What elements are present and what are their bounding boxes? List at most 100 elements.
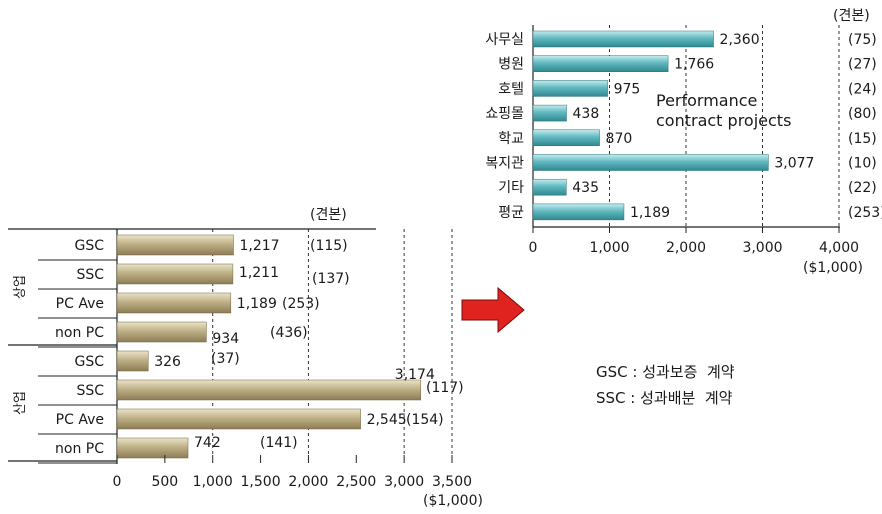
left-row-label: SSC	[76, 267, 104, 283]
left-bar-gsc-4	[116, 350, 149, 372]
right-category-label: 학교	[498, 131, 524, 147]
right-bar-cat-4	[532, 129, 600, 147]
left-x-tick-label: 3,000	[384, 474, 424, 490]
right-x-unit-label: ($1,000)	[803, 260, 863, 276]
left-row-label: non PC	[55, 325, 104, 341]
left-bar-pc-ave-2	[116, 292, 232, 314]
right-category-label: 기타	[498, 180, 524, 196]
right-bar-cat-1	[532, 55, 669, 72]
left-row-label: non PC	[55, 441, 104, 457]
left-value-label: 3,174	[395, 367, 435, 383]
right-sample-label: (24)	[848, 81, 877, 97]
left-row-label: PC Ave	[56, 412, 104, 428]
left-sample-label: (141)	[260, 435, 298, 451]
legend-gsc: GSC : 성과보증 계약	[596, 363, 735, 381]
left-bar-pc-ave-6	[116, 408, 361, 430]
right-arrow-icon	[461, 286, 525, 334]
left-x-unit-label: ($1,000)	[423, 493, 483, 509]
left-sample-label: (436)	[270, 325, 308, 341]
right-x-tick-label: 2,000	[666, 240, 706, 256]
right-bar-cat-0	[532, 30, 714, 48]
left-x-tick-label: 0	[113, 474, 122, 490]
right-sample-labels: (75) (27) (24) (80) (15) (10) (22) (253)	[848, 32, 882, 221]
left-row-label: PC Ave	[56, 296, 104, 312]
left-sample-label: (154)	[406, 412, 444, 428]
right-bar-cat-5	[532, 154, 769, 171]
left-value-label: 326	[154, 354, 181, 370]
right-category-label: 쇼핑몰	[485, 106, 524, 122]
annotation-line-1: Performance	[656, 91, 757, 110]
right-value-label: 438	[573, 106, 600, 122]
right-value-label: 1,766	[674, 57, 714, 73]
legend-ssc: SSC : 성과배분 계약	[596, 389, 733, 407]
left-x-tick-label: 3,500	[432, 474, 472, 490]
left-group-label-commercial: 상업	[13, 275, 28, 299]
left-sample-label: (137)	[312, 271, 350, 287]
right-x-tick-label: 4,000	[819, 240, 859, 256]
left-x-tick-labels: 0 500 1,000 1,500 2,000 2,500 3,000 3,500	[113, 455, 472, 490]
right-value-label: 1,189	[630, 205, 670, 221]
left-value-label: 934	[212, 331, 239, 347]
right-sample-label: (10)	[848, 156, 877, 172]
left-x-tick-label: 2,500	[336, 474, 376, 490]
right-x-tick-label: 3,000	[742, 240, 782, 256]
right-value-label: 2,360	[720, 32, 760, 48]
right-bars	[532, 30, 769, 221]
left-row-label: GSC	[74, 238, 104, 254]
left-bar-non-pc-7	[116, 437, 189, 459]
left-x-tick-label: 2,000	[288, 474, 328, 490]
left-row-label: GSC	[74, 354, 104, 370]
right-sample-label: (15)	[848, 131, 877, 147]
left-group-label-industrial: 산업	[13, 391, 28, 415]
right-value-label: 975	[614, 81, 641, 97]
right-bar-cat-2	[532, 80, 608, 97]
right-x-tick-label: 0	[529, 240, 538, 256]
left-chart: (견본) GSC SSC PC Ave non PC GSC SSC PC Ave non P…	[8, 207, 483, 509]
right-category-label: 사무실	[485, 32, 524, 48]
left-bars	[116, 234, 422, 459]
right-category-label: 호텔	[498, 81, 524, 97]
right-sample-label: (22)	[848, 180, 877, 196]
left-value-labels: 1,217 1,211 1,189 934 326 3,174 2,545 742	[154, 238, 435, 451]
right-bar-cat-6	[532, 178, 567, 196]
right-value-label: 435	[572, 180, 599, 196]
left-row-label: SSC	[76, 383, 104, 399]
right-sample-label: (253)	[848, 205, 882, 221]
left-bar-ssc-5	[116, 379, 422, 401]
left-value-label: 1,189	[237, 296, 277, 312]
right-value-labels: 2,360 1,766 975 438 870 3,077 435 1,189	[572, 32, 814, 221]
left-bar-gsc-0	[116, 234, 234, 256]
right-gridlines	[609, 25, 840, 227]
left-sample-label: (37)	[211, 351, 240, 367]
left-x-tick-label: 1,000	[193, 474, 233, 490]
left-bar-ssc-1	[116, 263, 234, 285]
right-sample-label: (80)	[848, 106, 877, 122]
left-sample-labels: (115) (137) (253) (436) (37) (117) (154) (141)	[211, 238, 464, 451]
left-sample-unit-label: (견본)	[310, 207, 347, 223]
right-category-label: 병원	[498, 57, 524, 73]
left-x-tick-label: 500	[151, 474, 178, 490]
right-bar-cat-3	[532, 104, 567, 122]
left-value-label: 742	[194, 435, 221, 451]
left-sample-label: (117)	[426, 380, 464, 396]
right-category-label: 평균	[498, 205, 524, 221]
left-bar-non-pc-3	[116, 321, 207, 343]
right-sample-label: (75)	[848, 32, 877, 48]
right-value-label: 3,077	[774, 156, 814, 172]
left-value-label: 1,211	[239, 265, 279, 281]
right-value-label: 870	[606, 131, 633, 147]
left-x-tick-label: 1,500	[241, 474, 281, 490]
right-x-tick-labels: 0 1,000 2,000 3,000 4,000	[529, 227, 859, 256]
left-value-label: 1,217	[239, 238, 279, 254]
right-sample-label: (27)	[848, 57, 877, 73]
right-category-label: 복지관	[485, 156, 524, 172]
right-bar-cat-7	[532, 203, 625, 221]
right-sample-unit-label: (견본)	[833, 8, 870, 24]
annotation-line-2: contract projects	[656, 111, 791, 130]
left-row-labels: GSC SSC PC Ave non PC GSC SSC PC Ave non PC	[38, 238, 117, 464]
left-sample-label: (253)	[282, 296, 320, 312]
left-sample-label: (115)	[310, 238, 348, 254]
